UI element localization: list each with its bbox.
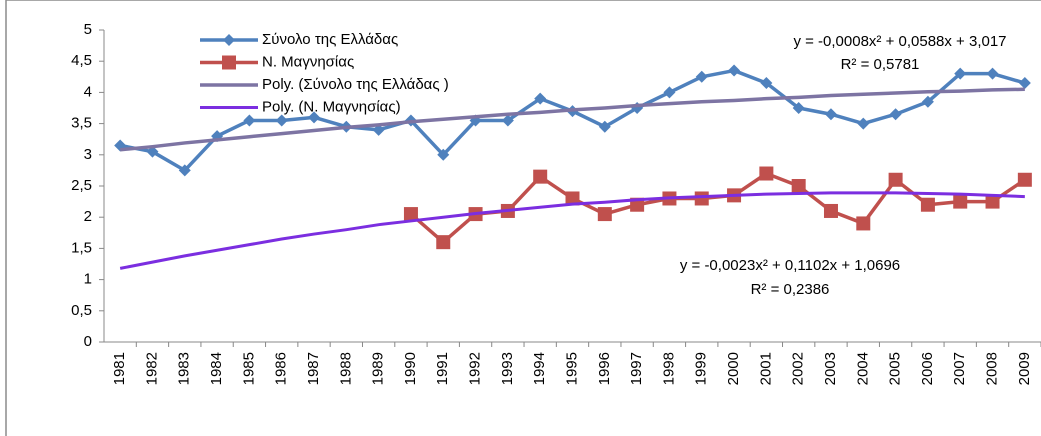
series-line	[119, 191, 1025, 270]
marker	[857, 117, 870, 130]
x-tick-label: 1986	[273, 352, 290, 385]
x-tick-label: 1994	[531, 352, 548, 385]
x-tick-label: 1998	[660, 352, 677, 385]
series-line	[119, 87, 1025, 152]
marker	[565, 191, 580, 206]
x-tick-label: 1988	[337, 352, 354, 385]
x-tick-label: 1989	[370, 352, 387, 385]
marker	[695, 70, 708, 83]
marker	[663, 86, 676, 99]
legend-label: Poly. (Ν. Μαγνησίας)	[262, 98, 401, 115]
marker	[856, 216, 871, 231]
x-tick-label: 1992	[467, 352, 484, 385]
marker	[921, 95, 934, 108]
marker	[534, 92, 547, 105]
marker	[759, 166, 774, 181]
marker	[223, 34, 235, 46]
y-tick-label: 1,5	[71, 239, 92, 256]
x-tick-label: 1985	[240, 352, 257, 385]
x-tick-label: 1991	[434, 352, 451, 385]
y-tick-label: 4	[84, 83, 92, 100]
y-tick-label: 0,5	[71, 302, 92, 319]
marker	[792, 102, 805, 114]
x-tick-label: 1990	[402, 352, 419, 385]
marker	[597, 207, 612, 222]
marker	[954, 67, 967, 80]
marker	[501, 114, 514, 127]
marker	[372, 123, 385, 136]
y-tick-label: 2,5	[71, 177, 92, 194]
marker	[791, 179, 806, 193]
marker	[985, 194, 1000, 209]
marker	[437, 148, 450, 161]
legend-label: Σύνολο της Ελλάδας	[262, 31, 398, 48]
marker	[694, 191, 709, 206]
x-tick-label: 2002	[790, 352, 807, 385]
marker	[308, 111, 321, 124]
marker	[598, 120, 611, 133]
marker	[823, 203, 838, 218]
marker	[728, 64, 741, 77]
y-tick-label: 0	[84, 333, 92, 350]
x-tick-label: 1982	[143, 352, 160, 385]
x-tick-label: 2006	[919, 352, 936, 385]
x-tick-label: 1997	[628, 352, 645, 385]
marker	[920, 197, 935, 212]
x-tick-label: 1993	[499, 352, 516, 385]
marker	[760, 77, 773, 90]
y-tick-label: 4,5	[71, 52, 92, 69]
marker	[953, 194, 968, 209]
x-tick-label: 2009	[1016, 352, 1033, 385]
x-tick-label: 1995	[563, 352, 580, 385]
marker	[889, 108, 902, 121]
x-tick-label: 1996	[596, 352, 613, 385]
trend-equation: R² = 0,2386	[751, 281, 830, 298]
x-tick-label: 2005	[887, 352, 904, 385]
x-tick-label: 1999	[693, 352, 710, 385]
marker	[986, 67, 999, 80]
marker	[1018, 77, 1031, 90]
marker	[533, 169, 548, 184]
y-tick-label: 5	[84, 21, 92, 38]
x-tick-label: 1983	[176, 352, 193, 385]
x-tick-label: 2001	[757, 352, 774, 385]
marker	[824, 108, 837, 121]
marker	[243, 114, 256, 127]
y-tick-label: 2	[84, 208, 92, 225]
marker	[1017, 172, 1032, 187]
chart-frame	[5, 0, 1041, 436]
x-tick-label: 2008	[984, 352, 1001, 385]
trend-equation: y = -0,0008x² + 0,0588x + 3,017	[793, 33, 1006, 50]
x-tick-label: 2003	[822, 352, 839, 385]
marker	[178, 164, 191, 177]
x-tick-label: 2007	[951, 352, 968, 385]
marker	[275, 114, 288, 127]
marker	[436, 235, 451, 250]
x-tick-label: 2004	[854, 352, 871, 385]
marker	[888, 172, 903, 187]
legend-label: Poly. (Σύνολο της Ελλάδας )	[262, 76, 449, 93]
x-tick-label: 1984	[208, 352, 225, 385]
y-tick-label: 3	[84, 146, 92, 163]
legend-label: Ν. Μαγνησίας	[262, 53, 354, 70]
trend-equation: y = -0,0023x² + 0,1102x + 1,0696	[680, 257, 900, 274]
y-tick-label: 1	[84, 271, 92, 288]
x-tick-label: 1981	[111, 352, 128, 385]
x-tick-label: 1987	[305, 352, 322, 385]
y-tick-label: 3,5	[71, 115, 92, 132]
marker	[222, 55, 236, 70]
trend-equation: R² = 0,5781	[841, 56, 920, 73]
x-tick-label: 2000	[725, 352, 742, 385]
marker	[403, 207, 418, 222]
